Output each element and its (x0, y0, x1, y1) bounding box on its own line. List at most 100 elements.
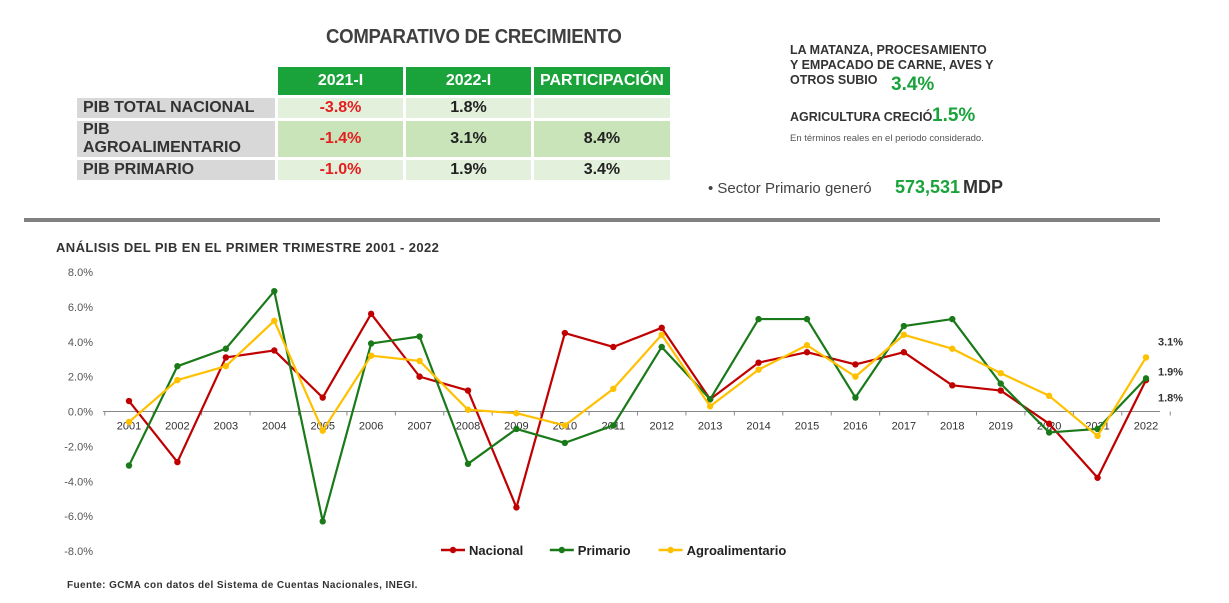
series-line-primario (128, 290, 1147, 523)
cell-2022: 3.1% (406, 121, 531, 157)
note-meat-value: 3.4% (891, 74, 935, 95)
chart-title: ANÁLISIS DEL PIB EN EL PRIMER TRIMESTRE … (56, 240, 440, 255)
data-point-agroalimentario (1094, 432, 1101, 440)
data-point-primario (319, 518, 326, 525)
row-label: PIB TOTAL NACIONAL (77, 98, 275, 118)
header-blank (77, 67, 275, 95)
series-line-nacional (128, 312, 1147, 509)
table-header-row: 2021-I 2022-I PARTICIPACIÓN (77, 67, 670, 95)
x-tick-label: 2008 (456, 421, 480, 433)
row-label: PIB AGROALIMENTARIO (77, 121, 275, 157)
growth-table: 2021-I 2022-I PARTICIPACIÓN PIB TOTAL NA… (74, 64, 673, 183)
x-tick-label: 2016 (843, 421, 867, 433)
data-point-agroalimentario (1045, 392, 1053, 400)
data-point-agroalimentario (174, 376, 181, 384)
data-point-nacional (900, 349, 908, 356)
note-meat-processing: LA MATANZA, PROCESAMIENTO Y EMPACADO DE … (790, 43, 1010, 88)
cell-share: 3.4% (534, 160, 670, 180)
sector-value: 573,531 (895, 177, 961, 197)
data-point-primario (125, 462, 133, 469)
line-chart: 8.0% 6.0% 4.0% 2.0% 0.0% -2.0% -4.0% -6.0% -8.0%… (64, 267, 1183, 558)
y-tick-label: -6.0% (64, 511, 93, 523)
data-point-primario (1094, 425, 1101, 433)
data-point-agroalimentario (319, 427, 326, 434)
data-point-primario (1142, 375, 1150, 382)
x-tick-label: 2003 (214, 421, 238, 433)
data-point-agroalimentario (852, 373, 859, 380)
data-point-agroalimentario (464, 406, 472, 413)
header-2021: 2021-I (278, 67, 403, 95)
data-point-primario (367, 340, 375, 347)
legend-label-agroalimentario: Agroalimentario (687, 543, 787, 558)
row-label: PIB PRIMARIO (77, 160, 275, 180)
data-point-primario (706, 396, 714, 403)
x-tick-label: 2014 (746, 421, 770, 433)
data-point-primario (949, 315, 956, 323)
data-label: 1.9% (1158, 366, 1183, 378)
x-tick-label: 2019 (988, 421, 1012, 433)
data-point-nacional (513, 504, 520, 511)
legend-label-primario: Primario (578, 543, 631, 558)
data-point-primario (464, 460, 472, 468)
data-point-agroalimentario (271, 317, 278, 325)
data-point-agroalimentario (1142, 354, 1150, 361)
data-point-nacional (1094, 474, 1101, 481)
data-point-nacional (852, 361, 859, 368)
data-point-nacional (319, 394, 326, 401)
data-point-nacional (610, 343, 617, 351)
data-point-agroalimentario (222, 362, 230, 370)
data-point-agroalimentario (803, 342, 811, 349)
x-tick-label: 2005 (310, 421, 334, 433)
data-point-primario (561, 439, 569, 447)
x-tick-label: 2017 (892, 421, 916, 433)
section-divider (24, 218, 1160, 222)
data-point-primario (222, 345, 230, 352)
note-agriculture-value: 1.5% (932, 105, 976, 126)
comparison-title: COMPARATIVO DE CRECIMIENTO (326, 26, 622, 48)
data-point-agroalimentario (561, 422, 569, 429)
data-point-primario (271, 287, 278, 295)
data-point-primario (513, 425, 520, 433)
data-point-nacional (949, 382, 956, 389)
data-point-nacional (658, 324, 665, 331)
source-note: Fuente: GCMA con datos del Sistema de Cu… (67, 580, 418, 591)
y-tick-label: 4.0% (68, 337, 93, 349)
note-line: Y EMPACADO DE CARNE, AVES Y (790, 58, 994, 72)
sector-label: • Sector Primario generó (708, 180, 872, 197)
x-tick-label: 2007 (407, 421, 431, 433)
data-label: 3.1% (1158, 336, 1183, 348)
y-tick-label: -8.0% (64, 546, 93, 558)
y-tick-label: 0.0% (68, 407, 93, 419)
data-point-agroalimentario (755, 366, 762, 373)
data-point-primario (416, 333, 423, 340)
x-tick-label: 2001 (117, 421, 141, 433)
x-tick-label: 2012 (649, 421, 673, 433)
data-point-agroalimentario (997, 369, 1004, 377)
data-point-nacional (367, 310, 375, 318)
header-participacion: PARTICIPACIÓN (534, 67, 670, 95)
data-point-nacional (464, 387, 472, 394)
data-point-nacional (755, 359, 762, 366)
series-line-agroalimentario (128, 319, 1147, 438)
cell-share (534, 98, 670, 118)
data-point-nacional (997, 387, 1004, 394)
data-point-agroalimentario (125, 418, 133, 426)
header-2022: 2022-I (406, 67, 531, 95)
data-label: 1.8% (1158, 393, 1183, 405)
note-line: LA MATANZA, PROCESAMIENTO (790, 43, 987, 57)
x-tick-label: 2006 (359, 421, 383, 433)
data-point-primario (1045, 429, 1053, 436)
note-agriculture: AGRICULTURA CRECIÓ (790, 110, 933, 124)
x-tick-label: 2022 (1134, 421, 1158, 433)
data-point-primario (997, 380, 1004, 387)
data-point-nacional (416, 373, 423, 380)
note-real-terms: En términos reales en el periodo conside… (790, 133, 984, 144)
cell-2022: 1.8% (406, 98, 531, 118)
data-point-nacional (222, 354, 230, 361)
data-point-primario (174, 362, 181, 370)
table-row: PIB AGROALIMENTARIO -1.4% 3.1% 8.4% (77, 121, 670, 157)
data-point-agroalimentario (416, 357, 423, 365)
data-point-primario (610, 422, 617, 429)
note-line: OTROS SUBIO (790, 73, 878, 87)
cell-2021: -3.8% (278, 98, 403, 118)
